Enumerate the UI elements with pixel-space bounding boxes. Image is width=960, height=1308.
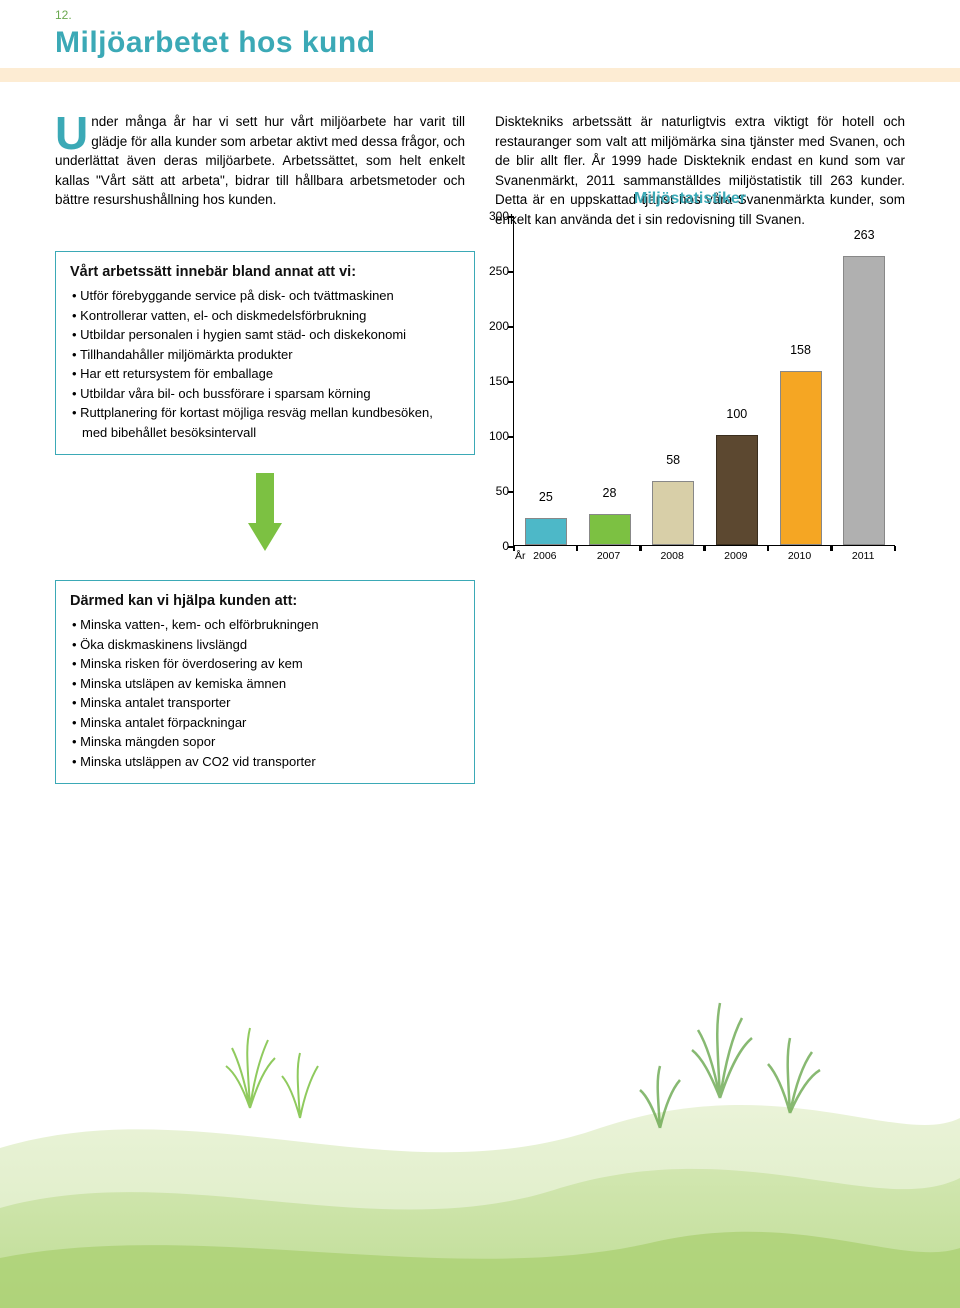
x-tick-mark (704, 546, 706, 551)
list-item: Minska antalet transporter (72, 693, 460, 713)
box1-list: Utför förebyggande service på disk- och … (70, 286, 460, 442)
chart-bar (589, 514, 631, 545)
bar-chart: 252858100158263 År 050100150200250300200… (475, 216, 895, 576)
y-tick-mark (508, 326, 513, 328)
chart-bar (780, 371, 822, 545)
chart-bar (525, 518, 567, 546)
bar-value-label: 263 (843, 228, 885, 242)
list-item: Minska mängden sopor (72, 732, 460, 752)
bar-value-label: 158 (780, 343, 822, 357)
y-tick-label: 0 (479, 539, 509, 553)
box-work-method: Vårt arbetssätt innebär bland annat att … (55, 251, 475, 455)
page-title: Miljöarbetet hos kund (55, 26, 376, 60)
bar-value-label: 58 (652, 453, 694, 467)
x-tick-mark (768, 546, 770, 551)
list-item: Har ett retursystem för emballage (72, 364, 460, 384)
x-tick-mark (640, 546, 642, 551)
chart-title: Miljöstatistiker (475, 190, 905, 208)
y-tick-mark (508, 436, 513, 438)
y-tick-mark (508, 491, 513, 493)
list-item: Öka diskmaskinens livslängd (72, 635, 460, 655)
list-item: Utbildar personalen i hygien samt städ- … (72, 325, 460, 345)
x-tick-label: 2006 (524, 550, 566, 562)
x-tick-mark (513, 546, 515, 551)
list-item: Minska utsläppen av CO2 vid transporter (72, 752, 460, 772)
chart-bar (652, 481, 694, 545)
list-item: Minska risken för överdosering av kem (72, 654, 460, 674)
y-tick-mark (508, 381, 513, 383)
list-item: Ruttplanering för kortast möjliga resväg… (72, 403, 460, 442)
y-tick-label: 250 (479, 264, 509, 278)
x-tick-label: 2009 (715, 550, 757, 562)
chart-bar (843, 256, 885, 545)
bar-value-label: 100 (716, 407, 758, 421)
y-tick-label: 150 (479, 374, 509, 388)
list-item: Tillhandahåller miljömärkta produkter (72, 345, 460, 365)
x-tick-label: 2010 (779, 550, 821, 562)
x-tick-label: 2011 (842, 550, 884, 562)
list-item: Kontrollerar vatten, el- och diskmedelsf… (72, 306, 460, 326)
y-tick-mark (508, 216, 513, 218)
x-tick-mark (894, 546, 896, 551)
title-band (0, 68, 960, 82)
box1-title: Vårt arbetssätt innebär bland annat att … (70, 264, 460, 280)
box2-title: Därmed kan vi hjälpa kunden att: (70, 593, 460, 609)
chart-bar (716, 435, 758, 545)
box-help-customer: Därmed kan vi hjälpa kunden att: Minska … (55, 580, 475, 784)
grass-footer-illustration (0, 948, 960, 1308)
x-tick-mark (831, 546, 833, 551)
page-number: 12. (55, 8, 72, 22)
intro-left-text: nder många år har vi sett hur vårt miljö… (55, 114, 465, 207)
bar-value-label: 28 (589, 486, 631, 500)
intro-left-col: U nder många år har vi sett hur vårt mil… (55, 112, 465, 229)
y-tick-label: 300 (479, 209, 509, 223)
box2-list: Minska vatten-, kem- och elförbrukningen… (70, 615, 460, 771)
down-arrow-icon (248, 473, 282, 553)
y-tick-label: 200 (479, 319, 509, 333)
chart-container: Miljöstatistiker 252858100158263 År 0501… (475, 190, 905, 576)
list-item: Utför förebyggande service på disk- och … (72, 286, 460, 306)
y-tick-mark (508, 271, 513, 273)
arrow-wrapper (55, 473, 475, 558)
dropcap: U (55, 112, 91, 151)
x-tick-mark (577, 546, 579, 551)
list-item: Minska utsläpen av kemiska ämnen (72, 674, 460, 694)
list-item: Minska antalet förpackningar (72, 713, 460, 733)
chart-plot-area: 25 28 58 100 158 263 (513, 216, 895, 546)
x-tick-label: 2008 (651, 550, 693, 562)
list-item: Minska vatten-, kem- och elförbrukningen (72, 615, 460, 635)
x-tick-label: 2007 (588, 550, 630, 562)
list-item: Utbildar våra bil- och bussförare i spar… (72, 384, 460, 404)
bar-value-label: 25 (525, 490, 567, 504)
y-tick-label: 50 (479, 484, 509, 498)
y-tick-label: 100 (479, 429, 509, 443)
